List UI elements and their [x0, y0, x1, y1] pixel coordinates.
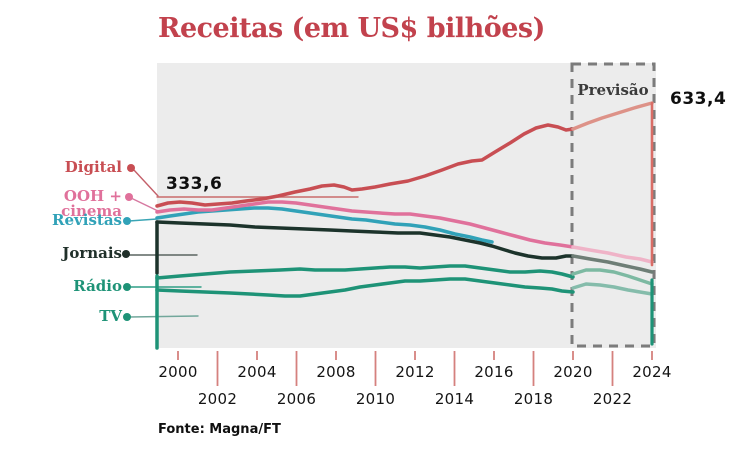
chart-title: Receitas (em US$ bilhões) — [158, 13, 545, 44]
series-forecast-line-digital — [571, 101, 654, 131]
series-forecast-line-ooh-cinema — [571, 245, 654, 264]
end-value-annotation: 633,4 — [670, 89, 727, 109]
legend-dot-ooh-cinema — [125, 193, 133, 201]
series-line-ooh-cinema — [155, 200, 575, 249]
source-note: Fonte: Magna/FT — [158, 422, 281, 437]
legend-label-jornais: Jornais — [62, 244, 122, 262]
legend-label-revistas: Revistas — [52, 211, 122, 229]
legend-dot-tv — [123, 313, 131, 321]
x-tick-label-2008: 2008 — [316, 363, 356, 381]
forecast-label: Previsão — [577, 81, 649, 99]
series-forecast-line-r-dio — [571, 268, 654, 286]
legend-label-digital: Digital — [64, 158, 122, 176]
legend-label-r-dio: Rádio — [73, 277, 122, 295]
x-tick-label-2022: 2022 — [592, 390, 633, 408]
x-tick-label-2016: 2016 — [474, 363, 514, 381]
ooh-connector — [130, 197, 159, 212]
digital-connector — [132, 168, 159, 197]
x-tick-label-2006: 2006 — [276, 390, 317, 408]
x-tick-label-2020: 2020 — [553, 363, 593, 381]
series-forecast-line-jornais — [571, 254, 654, 274]
series-forecast-line-tv — [571, 282, 654, 296]
x-tick-label-2010: 2010 — [355, 390, 396, 408]
x-tick-label-2014: 2014 — [434, 390, 475, 408]
series-line-digital — [155, 123, 575, 208]
legend-dot-revistas — [123, 217, 131, 225]
legend-dot-r-dio — [123, 283, 131, 291]
x-tick-label-2012: 2012 — [395, 363, 435, 381]
x-tick-label-2002: 2002 — [197, 390, 238, 408]
revistas-connector — [128, 218, 158, 222]
x-tick-label-2024: 2024 — [632, 363, 672, 381]
start-value-annotation: 333,6 — [166, 174, 223, 194]
x-tick-label-2000: 2000 — [158, 363, 198, 381]
legend-label-ooh-cinema: OOH + cinema — [61, 187, 122, 220]
series-line-tv — [155, 277, 575, 298]
forecast-dashed-box — [570, 62, 656, 348]
series-line-jornais — [155, 220, 575, 260]
legend-dot-digital — [127, 164, 135, 172]
tv-connector — [128, 315, 199, 318]
x-tick-label-2018: 2018 — [513, 390, 554, 408]
legend-label-tv: TV — [99, 307, 122, 325]
legend-dot-jornais — [122, 250, 130, 258]
series-line-r-dio — [155, 264, 575, 280]
x-tick-label-2004: 2004 — [237, 363, 277, 381]
